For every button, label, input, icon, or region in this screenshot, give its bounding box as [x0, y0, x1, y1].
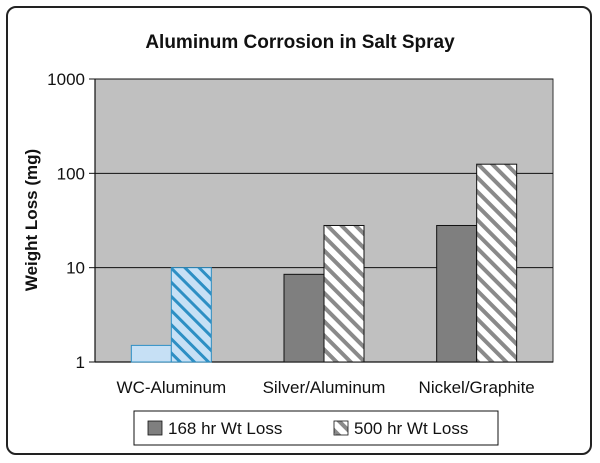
y-tick-label: 1000: [47, 70, 85, 89]
y-axis-label: Weight Loss (mg): [22, 149, 41, 291]
x-tick-label: WC-Aluminum: [117, 378, 227, 397]
x-tick-label: Nickel/Graphite: [419, 378, 535, 397]
y-tick-label: 100: [57, 164, 85, 183]
legend-swatch: [147, 420, 163, 436]
x-tick-label: Silver/Aluminum: [263, 378, 386, 397]
y-tick-label: 10: [66, 259, 85, 278]
bar-500hr-wc-aluminum: [170, 267, 212, 363]
bar-168hr-wc-aluminum: [130, 344, 172, 363]
bar-168hr-nickel-graphite: [436, 224, 478, 363]
legend-swatch: [333, 420, 349, 436]
legend-box: [133, 410, 499, 446]
y-tick-label: 1: [76, 353, 85, 372]
legend-entry: 500 hr Wt Loss: [354, 419, 468, 438]
bar-500hr-nickel-graphite: [476, 163, 518, 363]
bar-168hr-silver-aluminum: [283, 273, 325, 363]
chart-title: Aluminum Corrosion in Salt Spray: [145, 32, 455, 53]
legend-entry: 168 hr Wt Loss: [168, 419, 282, 438]
bar-500hr-silver-aluminum: [323, 224, 365, 363]
